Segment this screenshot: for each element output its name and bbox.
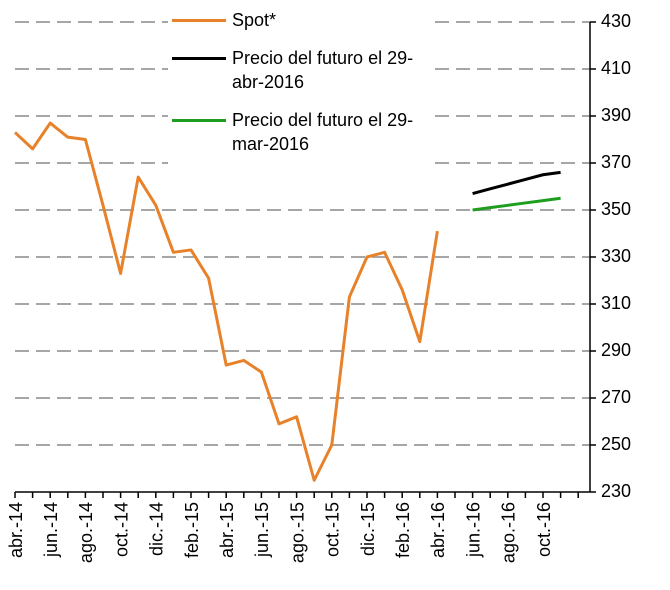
legend-swatch — [172, 57, 226, 60]
x-tick-label: abr.-16 — [428, 502, 448, 558]
x-tick-label: jun.-16 — [463, 502, 483, 558]
x-tick-label: ago.-15 — [287, 502, 307, 563]
legend-label: Spot* — [232, 10, 277, 30]
legend-label: Precio del futuro el 29-abr-2016 — [232, 48, 414, 92]
y-tick-label: 310 — [601, 293, 631, 313]
legend-label: Precio del futuro el 29-mar-2016 — [232, 110, 414, 154]
x-tick-label: dic.-15 — [358, 502, 378, 556]
x-tick-label: oct.-16 — [534, 502, 554, 557]
x-tick-label: dic.-14 — [147, 502, 167, 556]
y-tick-label: 350 — [601, 199, 631, 219]
series-line — [472, 196, 561, 212]
x-tick-label: abr.-15 — [217, 502, 237, 558]
x-tick-label: jun.-15 — [252, 502, 272, 558]
x-tick-label: feb.-16 — [393, 502, 413, 558]
y-tick-label: 270 — [601, 387, 631, 407]
y-tick-label: 410 — [601, 58, 631, 78]
legend-swatch — [172, 119, 226, 122]
y-tick-label: 250 — [601, 434, 631, 454]
x-tick-label: abr.-14 — [6, 502, 26, 558]
y-tick-label: 430 — [601, 11, 631, 31]
legend-item: Precio del futuro el 29-abr-2016 — [172, 46, 422, 94]
y-tick-label: 230 — [601, 481, 631, 501]
y-tick-label: 370 — [601, 152, 631, 172]
x-tick-label: oct.-14 — [111, 502, 131, 557]
x-tick-label: feb.-15 — [182, 502, 202, 558]
legend-swatch — [172, 19, 226, 22]
series-line — [472, 170, 561, 195]
x-tick-label: oct.-15 — [323, 502, 343, 557]
x-tick-label: jun.-14 — [41, 502, 61, 558]
x-tick-label: ago.-16 — [499, 502, 519, 563]
y-tick-label: 290 — [601, 340, 631, 360]
series-line — [13, 121, 439, 482]
legend: Spot* Precio del futuro el 29-abr-2016 Pre… — [168, 6, 428, 176]
y-tick-label: 390 — [601, 105, 631, 125]
legend-item: Spot* — [172, 8, 422, 32]
legend-item: Precio del futuro el 29-mar-2016 — [172, 108, 422, 156]
y-tick-label: 330 — [601, 246, 631, 266]
x-tick-label: ago.-14 — [76, 502, 96, 563]
